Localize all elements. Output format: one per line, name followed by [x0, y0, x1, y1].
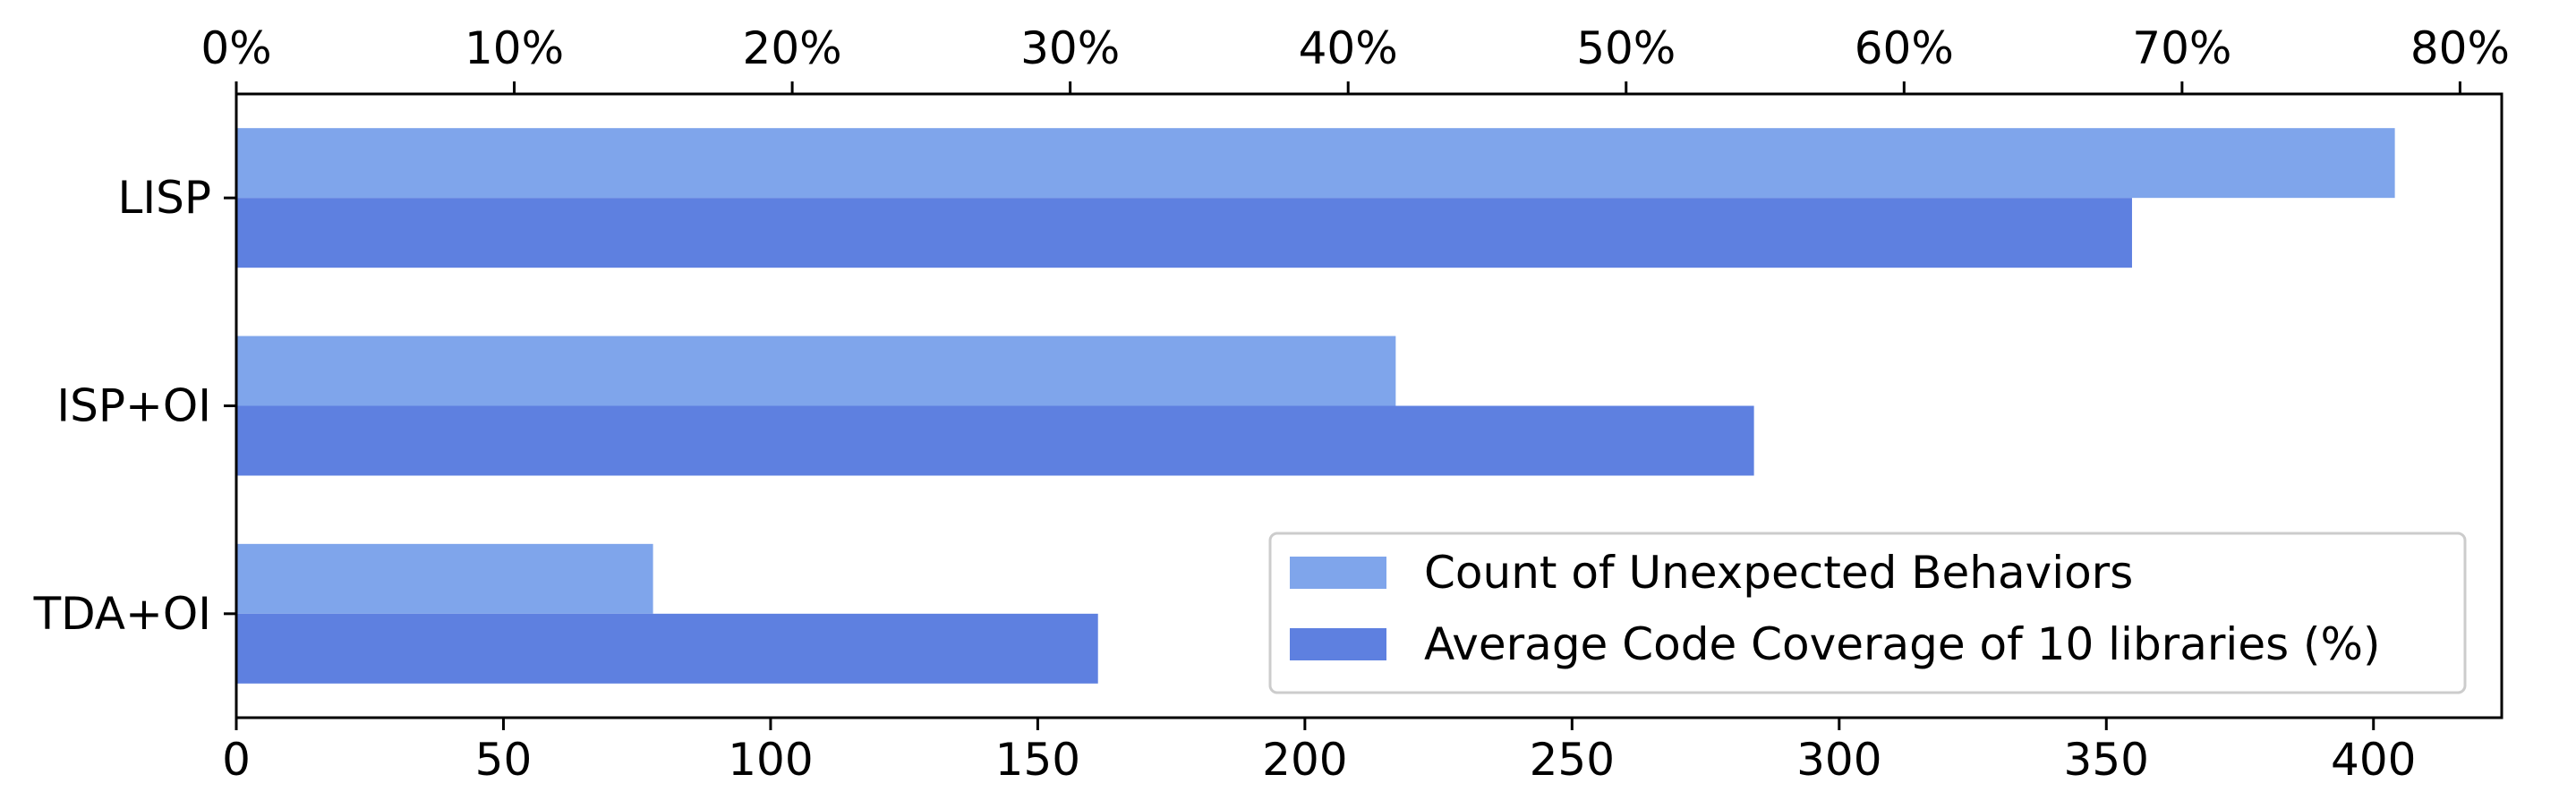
- bar-lisp-series-1: [236, 128, 2395, 199]
- x-top-tick-label: 0%: [200, 22, 271, 74]
- x-bottom-tick-label: 350: [2064, 734, 2149, 786]
- bar-isp-oi-series-1: [236, 336, 1396, 406]
- x-top-tick-label: 60%: [1855, 22, 1954, 74]
- x-top-tick-label: 20%: [743, 22, 842, 74]
- x-top-tick-label: 70%: [2132, 22, 2231, 74]
- x-bottom-tick-label: 250: [1530, 734, 1615, 786]
- x-bottom-tick-label: 300: [1796, 734, 1881, 786]
- bar-lisp-series-2: [236, 198, 2132, 268]
- legend-swatch-1: [1290, 557, 1386, 589]
- legend-box: [1268, 532, 2467, 694]
- x-bottom-tick-label: 200: [1262, 734, 1347, 786]
- bar-tda-oi-series-1: [236, 543, 653, 614]
- x-bottom-tick-label: 400: [2331, 734, 2416, 786]
- y-tick-label: ISP+OI: [56, 380, 211, 432]
- x-bottom-tick-label: 0: [222, 734, 251, 786]
- plot-frame: [235, 92, 2503, 719]
- x-bottom-tick-label: 50: [475, 734, 533, 786]
- x-top-tick-label: 50%: [1576, 22, 1676, 74]
- x-top-tick-label: 10%: [465, 22, 564, 74]
- x-bottom-tick-label: 150: [995, 734, 1080, 786]
- x-bottom-tick-label: 100: [728, 734, 813, 786]
- legend-label-2: Average Code Coverage of 10 libraries (%…: [1424, 618, 2381, 670]
- x-top-tick-label: 80%: [2410, 22, 2510, 74]
- legend-label-1: Count of Unexpected Behaviors: [1424, 547, 2133, 599]
- y-tick-label: TDA+OI: [33, 588, 211, 640]
- x-top-tick-label: 30%: [1020, 22, 1120, 74]
- bar-tda-oi-series-2: [236, 613, 1098, 684]
- x-top-tick-label: 40%: [1299, 22, 1398, 74]
- bar-isp-oi-series-2: [236, 405, 1754, 476]
- y-tick-label: LISP: [118, 172, 212, 224]
- legend-swatch-2: [1290, 628, 1386, 660]
